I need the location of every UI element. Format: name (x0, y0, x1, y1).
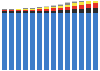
Bar (9, 13, 14, 70)
Bar (23, 8, 28, 9)
Bar (72, 13, 77, 70)
Bar (72, 2, 77, 3)
Bar (51, 6, 56, 7)
Bar (44, 9, 49, 11)
Bar (16, 13, 21, 70)
Bar (44, 11, 49, 13)
Bar (92, 13, 98, 70)
Bar (79, 9, 84, 13)
Bar (51, 13, 56, 70)
Bar (79, 5, 84, 9)
Bar (65, 5, 70, 7)
Bar (2, 9, 8, 10)
Bar (16, 10, 21, 11)
Bar (51, 8, 56, 11)
Bar (16, 11, 21, 13)
Bar (30, 8, 35, 9)
Bar (37, 13, 42, 70)
Bar (2, 13, 8, 70)
Bar (30, 13, 35, 70)
Bar (65, 2, 70, 3)
Bar (65, 3, 70, 5)
Bar (72, 9, 77, 13)
Bar (37, 8, 42, 9)
Bar (58, 13, 63, 70)
Bar (23, 13, 28, 70)
Bar (86, 0, 91, 4)
Bar (79, 2, 84, 5)
Bar (9, 9, 14, 10)
Bar (79, 0, 84, 2)
Bar (37, 11, 42, 13)
Bar (2, 11, 8, 13)
Bar (51, 5, 56, 6)
Bar (58, 6, 63, 8)
Bar (79, 13, 84, 70)
Bar (72, 6, 77, 9)
Bar (23, 9, 28, 10)
Bar (58, 8, 63, 10)
Bar (72, 0, 77, 2)
Bar (65, 7, 70, 10)
Bar (30, 9, 35, 10)
Bar (65, 13, 70, 70)
Bar (44, 7, 49, 9)
Bar (44, 13, 49, 70)
Bar (44, 6, 49, 7)
Bar (51, 11, 56, 13)
Bar (58, 4, 63, 5)
Bar (92, 8, 98, 13)
Bar (37, 9, 42, 11)
Bar (23, 10, 28, 11)
Bar (16, 9, 21, 10)
Bar (58, 5, 63, 6)
Bar (23, 11, 28, 13)
Bar (72, 3, 77, 6)
Bar (58, 10, 63, 13)
Bar (51, 7, 56, 8)
Bar (30, 10, 35, 11)
Bar (30, 11, 35, 13)
Bar (86, 4, 91, 8)
Bar (9, 11, 14, 13)
Bar (92, 0, 98, 3)
Bar (37, 7, 42, 8)
Bar (86, 8, 91, 13)
Bar (9, 10, 14, 11)
Bar (92, 3, 98, 8)
Bar (2, 10, 8, 11)
Bar (65, 10, 70, 13)
Bar (86, 13, 91, 70)
